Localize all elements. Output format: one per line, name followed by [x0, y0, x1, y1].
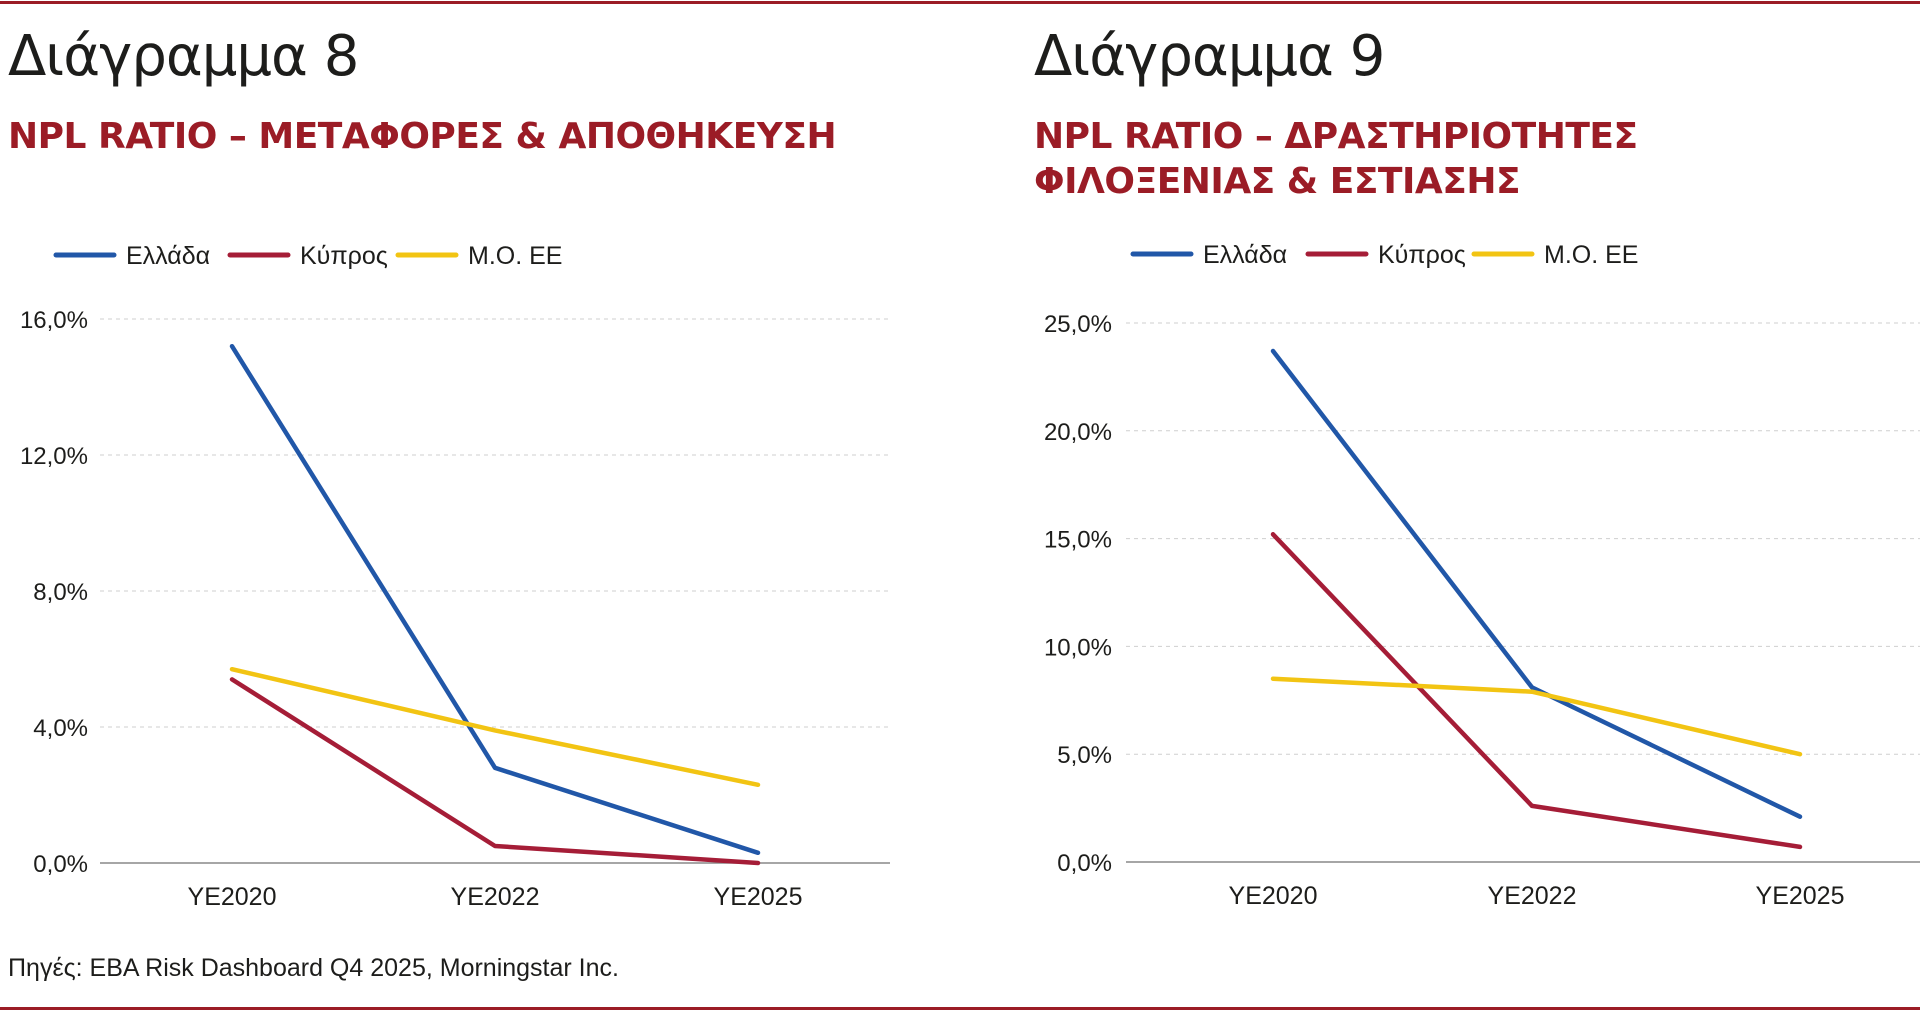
series-line-greece	[229, 343, 761, 856]
x-tick-label: YE2025	[714, 883, 803, 911]
legend-label: Μ.Ο. ΕΕ	[1544, 241, 1638, 269]
x-tick-label: YE2025	[1756, 882, 1845, 910]
y-tick-label: 25,0%	[1044, 311, 1112, 338]
y-tick-label: 15,0%	[1044, 527, 1112, 554]
legend-label: Ελλάδα	[1203, 241, 1287, 269]
y-tick-label: 12,0%	[20, 443, 88, 470]
legend-label: Μ.Ο. ΕΕ	[468, 242, 562, 270]
figure-title: Διάγραμμα 9	[1034, 24, 1385, 89]
x-tick-label: YE2022	[1488, 882, 1577, 910]
series-line-eu-average	[1270, 676, 1803, 757]
x-tick-label: YE2020	[1229, 882, 1318, 910]
y-tick-label: 8,0%	[33, 579, 88, 606]
y-tick-label: 0,0%	[33, 851, 88, 878]
line-chart-8: 0,0% 4,0% 8,0% 12,0% 16,0% YE2020 YE2022 YE2025…	[20, 242, 890, 911]
series-line-eu-average	[229, 666, 761, 788]
y-tick-label: 4,0%	[33, 715, 88, 742]
series-line-greece	[1270, 348, 1803, 819]
y-tick-label: 5,0%	[1057, 742, 1112, 769]
legend-label: Κύπρος	[1378, 241, 1466, 269]
figure-subtitle: NPL RATIO – ΔΡΑΣΤΗΡΙΟΤΗΤΕΣ ΦΙΛΟΞΕΝΙΑΣ & …	[1034, 116, 1638, 202]
series-line-cyprus	[229, 677, 761, 866]
line-chart-9: 0,0% 5,0% 10,0% 15,0% 20,0% 25,0% YE2020 YE2022…	[1044, 241, 1920, 910]
x-tick-label: YE2022	[451, 883, 540, 911]
figure-title: Διάγραμμα 8	[8, 24, 359, 89]
chart-panel-9: Διάγραμμα 9 NPL RATIO – ΔΡΑΣΤΗΡΙΟΤΗΤΕΣ Φ…	[1030, 0, 1920, 1011]
bottom-rule	[0, 1007, 1920, 1010]
y-tick-label: 20,0%	[1044, 419, 1112, 446]
legend-label: Κύπρος	[300, 242, 388, 270]
legend-label: Ελλάδα	[126, 242, 210, 270]
y-tick-label: 0,0%	[1057, 850, 1112, 877]
y-tick-label: 10,0%	[1044, 634, 1112, 661]
series-line-cyprus	[1270, 532, 1803, 850]
x-tick-label: YE2020	[188, 883, 277, 911]
top-rule	[0, 1, 1920, 4]
chart-panel-8: Διάγραμμα 8 NPL RATIO – ΜΕΤΑΦΟΡΕΣ & ΑΠΟΘ…	[0, 0, 940, 1011]
y-tick-label: 16,0%	[20, 307, 88, 334]
source-note: Πηγές: EBA Risk Dashboard Q4 2025, Morni…	[8, 954, 619, 982]
figure-subtitle: NPL RATIO – ΜΕΤΑΦΟΡΕΣ & ΑΠΟΘΗΚΕΥΣΗ	[8, 116, 837, 157]
